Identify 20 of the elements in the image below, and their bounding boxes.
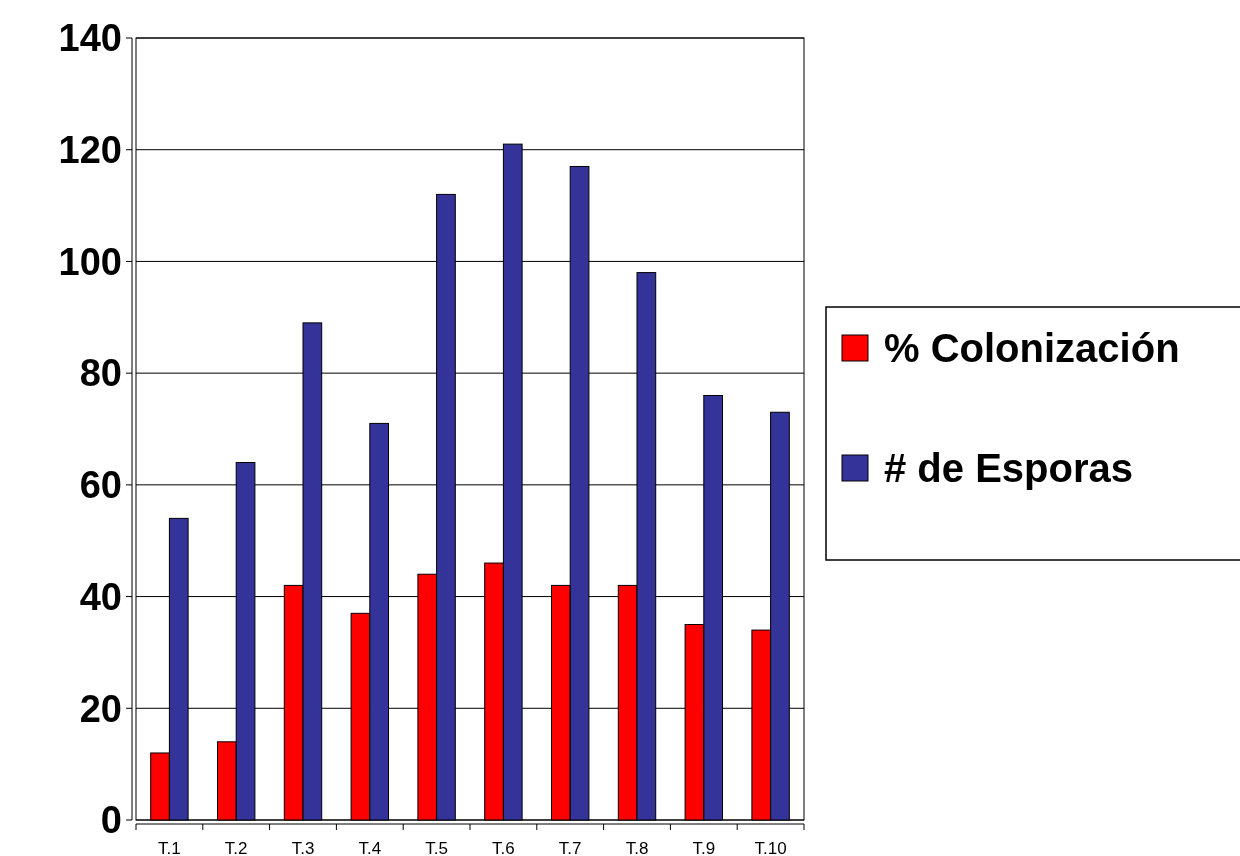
x-tick-label: T.5 (425, 839, 448, 856)
x-tick-label: T.9 (692, 839, 716, 856)
x-tick-label: T.1 (158, 839, 181, 856)
y-tick-label: 120 (58, 129, 122, 172)
x-tick-label: T.7 (558, 839, 582, 856)
y-tick-label: 80 (79, 352, 122, 395)
y-tick-label: 40 (79, 575, 122, 618)
x-tick-label: T.2 (224, 839, 248, 856)
x-tick-label: T.3 (291, 839, 315, 856)
x-tick-label: T.4 (358, 839, 382, 856)
y-tick-label: 0 (100, 799, 122, 842)
x-tick-label: T.10 (754, 839, 787, 856)
x-tick-label: T.6 (492, 839, 515, 856)
legend-label: % Colonización (884, 326, 1180, 370)
y-tick-label: 60 (79, 464, 122, 507)
y-tick-label: 20 (79, 687, 122, 730)
y-tick-label: 100 (58, 240, 122, 283)
x-tick-label: T.8 (625, 839, 649, 856)
legend-label: # de Esporas (884, 446, 1134, 490)
y-tick-label: 140 (58, 17, 122, 60)
